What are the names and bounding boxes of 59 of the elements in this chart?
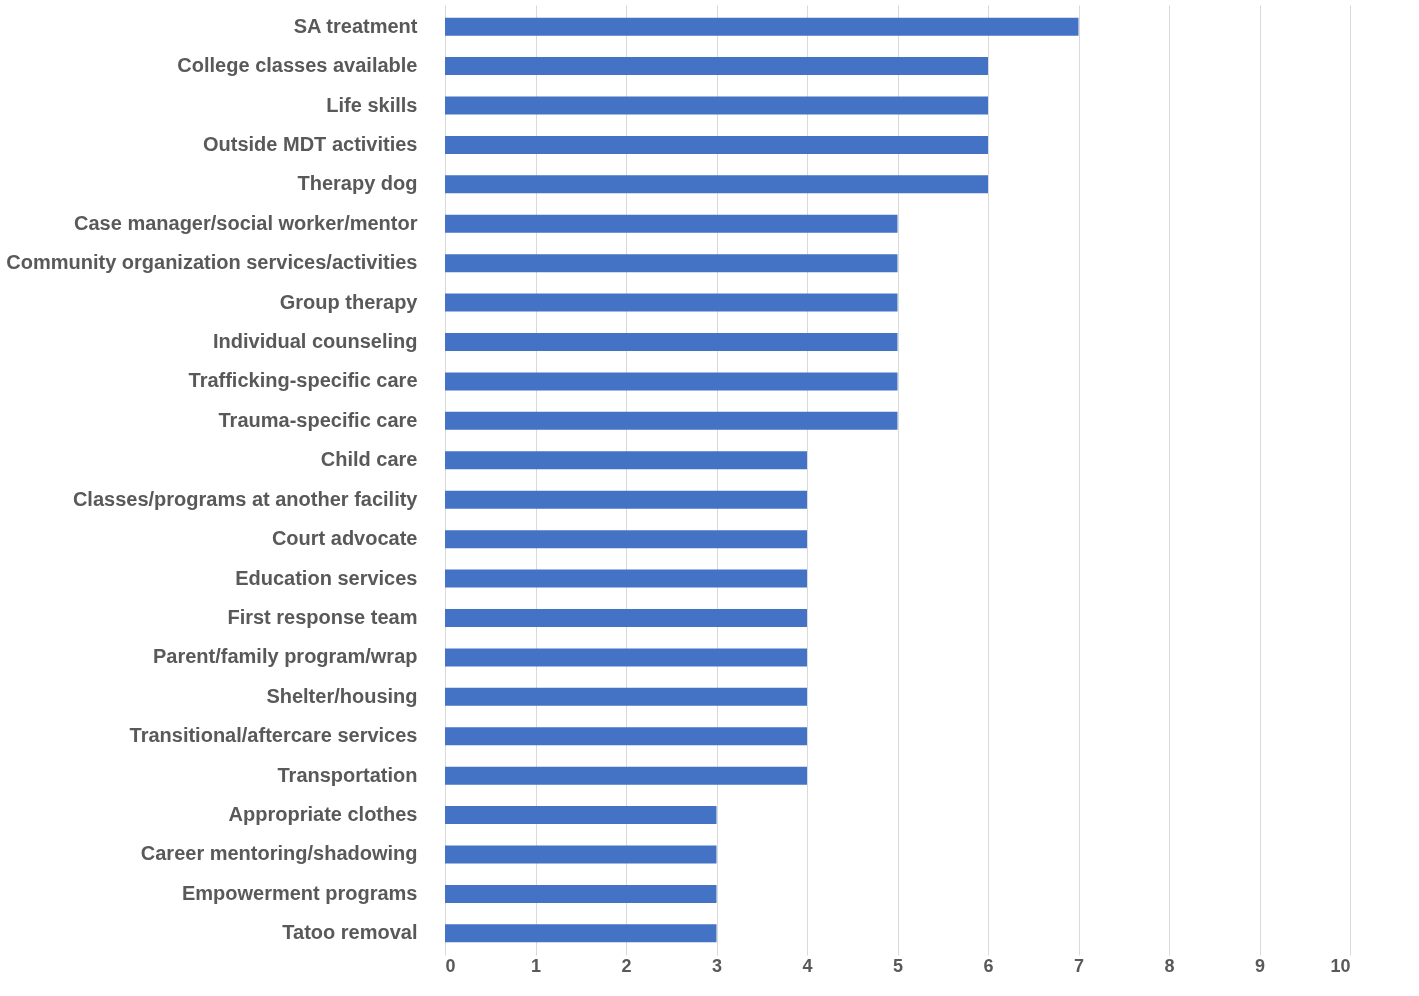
x-tick-label: 8 xyxy=(1164,955,1175,976)
x-tick-label: 3 xyxy=(711,955,723,976)
y-tick-label: Career mentoring/shadowing xyxy=(140,842,418,865)
y-tick-label: Appropriate clothes xyxy=(228,803,418,826)
y-tick-label: Individual counseling xyxy=(213,330,418,353)
y-tick-label: Trafficking-specific care xyxy=(188,369,418,392)
bar xyxy=(445,608,807,627)
bar xyxy=(445,451,807,470)
bar xyxy=(445,884,717,903)
x-tick-label: 10 xyxy=(1330,955,1351,976)
bar xyxy=(445,411,898,430)
bar xyxy=(445,254,898,273)
bar xyxy=(445,490,807,509)
y-tick-label: Case manager/social worker/mentor xyxy=(74,211,418,234)
y-tick-label: First response team xyxy=(227,605,418,628)
y-tick-label: Court advocate xyxy=(271,527,418,550)
x-tick-label: 9 xyxy=(1254,955,1266,976)
x-tick-label: 2 xyxy=(621,955,632,976)
y-tick-label: Group therapy xyxy=(279,290,419,313)
y-tick-label: Trauma-specific care xyxy=(218,408,418,431)
bar xyxy=(445,293,898,312)
y-tick-label: Transportation xyxy=(277,763,418,786)
y-tick-label: SA treatment xyxy=(293,14,418,37)
y-tick-label: Shelter/housing xyxy=(266,684,418,707)
bar xyxy=(445,806,717,825)
x-tick-label: 5 xyxy=(892,955,904,976)
bar xyxy=(445,727,807,746)
bar xyxy=(445,17,1079,36)
x-tick-label: 6 xyxy=(983,955,994,976)
bar xyxy=(445,96,988,115)
y-tick-label: Transitional/aftercare services xyxy=(129,724,418,747)
x-tick-label: 7 xyxy=(1073,955,1085,976)
bar xyxy=(445,845,717,864)
y-tick-label: Community organization services/activities xyxy=(6,251,418,274)
bar xyxy=(445,57,988,76)
y-tick-label: Empowerment programs xyxy=(181,881,418,904)
y-tick-label: Classes/programs at another facility xyxy=(72,487,419,510)
y-tick-label: Education services xyxy=(235,566,418,589)
bar xyxy=(445,135,988,154)
y-tick-label: Child care xyxy=(320,448,418,471)
bar xyxy=(445,766,807,785)
y-tick-label: Life skills xyxy=(326,93,418,116)
bar xyxy=(445,687,807,706)
y-tick-label: Parent/family program/wrap xyxy=(152,645,418,668)
bar xyxy=(445,175,988,194)
bar xyxy=(445,214,898,233)
y-tick-label: College classes available xyxy=(177,54,418,77)
bar xyxy=(445,648,807,667)
bar xyxy=(445,924,717,943)
y-tick-label: Tatoo removal xyxy=(282,921,418,944)
bar xyxy=(445,530,807,549)
bar xyxy=(445,372,898,391)
x-tick-label: 4 xyxy=(802,955,813,976)
bar xyxy=(445,333,898,352)
y-tick-label: Therapy dog xyxy=(297,172,418,195)
x-tick-label: 0 xyxy=(445,955,456,976)
y-tick-label: Outside MDT activities xyxy=(203,132,418,155)
bar xyxy=(445,569,807,588)
x-tick-label: 1 xyxy=(530,955,542,976)
